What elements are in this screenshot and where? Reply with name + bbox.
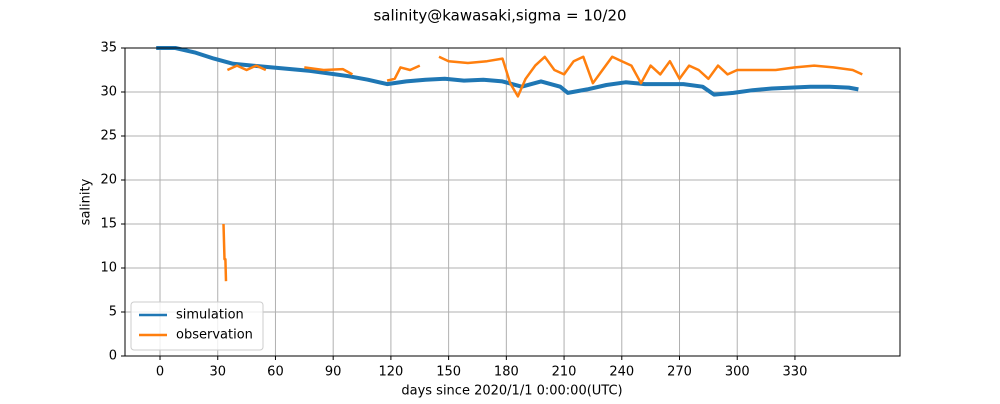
- x-tick-label: 210: [552, 365, 577, 380]
- y-tick-label: 0: [109, 349, 117, 364]
- y-tick-label: 25: [100, 129, 117, 144]
- x-tick-label: 240: [609, 365, 634, 380]
- x-tick-label: 120: [378, 365, 403, 380]
- y-tick-label: 15: [100, 217, 117, 232]
- chart-title: salinity@kawasaki,sigma = 10/20: [373, 7, 626, 25]
- y-tick-label: 20: [100, 173, 117, 188]
- legend-label: observation: [176, 328, 253, 343]
- x-tick-label: 60: [267, 365, 284, 380]
- x-axis-label: days since 2020/1/1 0:00:00(UTC): [401, 384, 622, 399]
- y-axis-label: salinity: [79, 178, 94, 225]
- plot-frame: [124, 47, 901, 357]
- x-tick-label: 180: [494, 365, 519, 380]
- y-tick-label: 35: [100, 41, 117, 56]
- x-tick-label: 90: [325, 365, 342, 380]
- data-line: [222, 55, 863, 282]
- x-tick-label: 300: [725, 365, 750, 380]
- y-tick-label: 30: [100, 85, 117, 100]
- grid: 0 30 60 90 120 150 180 210 240 270 300 330 0 5 10 15 20 2…: [100, 41, 900, 380]
- legend: simulation observation: [130, 301, 264, 351]
- x-tick-label: 0: [156, 365, 164, 380]
- x-tick-label: 150: [436, 365, 461, 380]
- x-tick-label: 330: [783, 365, 808, 380]
- lines: [156, 46, 863, 282]
- legend-label: simulation: [176, 308, 244, 323]
- y-tick-label: 5: [109, 305, 117, 320]
- x-tick-label: 270: [667, 365, 692, 380]
- x-tick-label: 30: [209, 365, 226, 380]
- y-tick-label: 10: [100, 261, 117, 276]
